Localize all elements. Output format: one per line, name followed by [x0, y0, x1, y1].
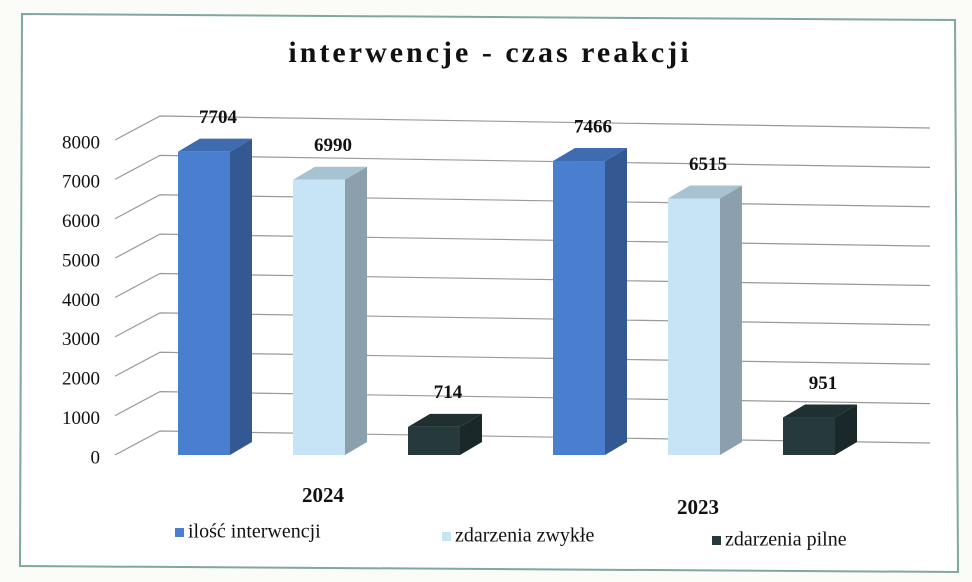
- legend-label: ilość interwencji: [188, 521, 321, 543]
- bar: [668, 198, 720, 456]
- legend-swatch: [442, 532, 451, 541]
- bar-top: [668, 185, 742, 199]
- bar-top: [293, 166, 367, 180]
- x-tick-label: 2023: [677, 495, 719, 519]
- bar-side: [230, 138, 252, 455]
- chart-frame: [18, 12, 960, 574]
- bar-side: [345, 166, 367, 456]
- legend-label: zdarzenia pilne: [725, 529, 847, 551]
- y-tick-label: 7000: [62, 172, 100, 193]
- chart-title: interwencje - czas reakcji: [288, 36, 691, 69]
- value-label: 6990: [314, 135, 352, 156]
- y-tick-label: 4000: [62, 290, 100, 311]
- y-tick-label: 6000: [62, 211, 100, 232]
- bar-top: [178, 138, 252, 152]
- bar: [408, 426, 460, 455]
- legend-swatch: [175, 528, 184, 537]
- bar-side: [720, 185, 742, 456]
- grid-line: [114, 115, 931, 141]
- y-tick-label: 8000: [62, 132, 100, 153]
- legend-label: zdarzenia zwykłe: [455, 525, 594, 547]
- bar-side: [460, 413, 482, 455]
- y-tick-label: 5000: [62, 250, 100, 271]
- x-tick-label: 2024: [302, 483, 345, 507]
- bar-top: [783, 404, 857, 418]
- y-tick-label: 0: [91, 447, 101, 468]
- grid-line: [114, 154, 931, 180]
- bar-top: [553, 148, 627, 162]
- value-label: 714: [434, 382, 463, 403]
- value-label: 7704: [199, 107, 238, 128]
- bar: [783, 417, 835, 455]
- y-tick-label: 3000: [62, 329, 100, 350]
- legend-swatch: [712, 536, 721, 545]
- bar-side: [835, 404, 857, 455]
- value-label: 951: [809, 373, 838, 394]
- value-label: 6515: [689, 154, 727, 175]
- value-label: 7466: [574, 116, 612, 137]
- y-tick-label: 1000: [62, 408, 100, 429]
- bar-side: [605, 148, 627, 455]
- bar: [293, 179, 345, 456]
- bar: [178, 151, 230, 455]
- bar-top: [408, 413, 482, 427]
- bar: [553, 161, 605, 455]
- y-tick-label: 2000: [62, 369, 100, 390]
